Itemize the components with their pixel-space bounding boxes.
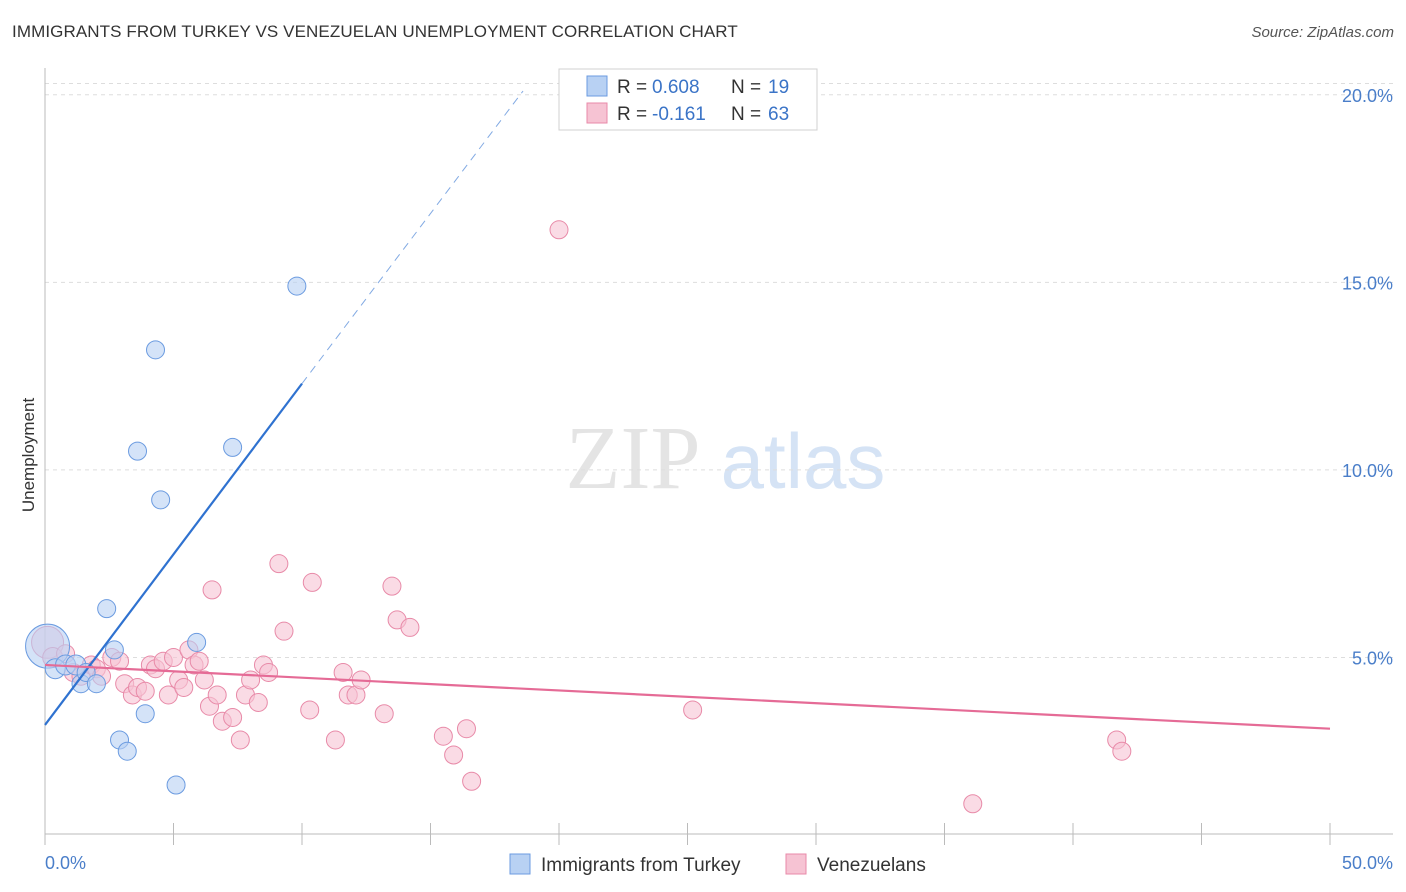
venezuela-points: [31, 220, 1132, 814]
chart-title: IMMIGRANTS FROM TURKEY VS VENEZUELAN UNE…: [12, 22, 738, 41]
legend-n-value-venezuela: 63: [768, 104, 789, 125]
turkey-point[interactable]: [135, 704, 155, 724]
venezuela-point[interactable]: [963, 794, 983, 814]
venezuela-point[interactable]: [259, 662, 279, 682]
turkey-point[interactable]: [86, 674, 106, 694]
turkey-point[interactable]: [151, 490, 171, 510]
legend-swatch-venezuela: [586, 102, 608, 124]
x-tick-label-max: 50.0%: [1342, 853, 1393, 873]
y-axis-label: Unemployment: [19, 398, 38, 513]
turkey-trend-extension: [301, 90, 524, 384]
venezuela-point[interactable]: [241, 670, 261, 690]
venezuela-point[interactable]: [456, 719, 476, 739]
watermark-atlas: atlas: [721, 417, 886, 505]
source-label: Source: ZipAtlas.com: [1251, 24, 1394, 41]
legend-r-value-venezuela: -0.161: [652, 104, 706, 125]
venezuela-point[interactable]: [174, 677, 194, 697]
x-tick-label-min: 0.0%: [45, 853, 86, 873]
legend-swatch-turkey: [586, 75, 608, 97]
venezuela-point[interactable]: [444, 745, 464, 765]
turkey-point[interactable]: [187, 632, 207, 652]
venezuela-point[interactable]: [302, 572, 322, 592]
venezuela-point[interactable]: [325, 730, 345, 750]
venezuela-point[interactable]: [207, 685, 227, 705]
bottom-legend-swatch-turkey[interactable]: [509, 853, 531, 875]
grid: [45, 83, 1393, 658]
venezuela-point[interactable]: [683, 700, 703, 720]
venezuela-point[interactable]: [158, 685, 178, 705]
venezuela-point[interactable]: [333, 662, 353, 682]
legend-n-value-turkey: 19: [768, 77, 789, 98]
y-tick-label: 20.0%: [1342, 86, 1393, 106]
bottom-legend-label-turkey[interactable]: Immigrants from Turkey: [541, 855, 741, 876]
axes: [44, 68, 1393, 835]
bottom-legend-label-venezuela[interactable]: Venezuelans: [817, 855, 926, 876]
venezuela-point[interactable]: [1112, 741, 1132, 761]
legend-r-value-turkey: 0.608: [652, 77, 700, 98]
turkey-point[interactable]: [104, 640, 124, 660]
venezuela-point[interactable]: [135, 681, 155, 701]
watermark-zip: ZIP: [566, 409, 701, 508]
x-ticks: [44, 823, 1331, 845]
trend-lines: [44, 90, 1331, 730]
legend-n-label-venezuela: N =: [731, 104, 761, 125]
y-tick-labels: 5.0% 10.0% 15.0% 20.0%: [1342, 86, 1393, 669]
venezuela-point[interactable]: [274, 621, 294, 641]
venezuela-point[interactable]: [230, 730, 250, 750]
venezuela-point[interactable]: [189, 651, 209, 671]
venezuela-point[interactable]: [164, 647, 183, 667]
correlation-legend: R = 0.608 N = 19 R = -0.161 N = 63: [558, 68, 818, 131]
venezuela-point[interactable]: [382, 576, 402, 596]
legend-n-label-turkey: N =: [731, 77, 761, 98]
venezuela-point[interactable]: [194, 670, 214, 690]
turkey-point[interactable]: [223, 437, 243, 457]
series-legend[interactable]: Immigrants from Turkey Venezuelans: [509, 853, 926, 876]
turkey-point[interactable]: [117, 741, 137, 761]
venezuela-point[interactable]: [248, 692, 268, 712]
y-tick-label: 10.0%: [1342, 461, 1393, 481]
bottom-legend-swatch-venezuela[interactable]: [785, 853, 807, 875]
venezuela-point[interactable]: [549, 220, 569, 240]
y-tick-label: 15.0%: [1342, 273, 1393, 293]
y-tick-label: 5.0%: [1352, 648, 1393, 668]
venezuela-point[interactable]: [269, 554, 289, 574]
venezuela-point[interactable]: [433, 726, 453, 746]
venezuela-trend-line: [44, 663, 1331, 730]
venezuela-point[interactable]: [300, 700, 320, 720]
venezuela-point[interactable]: [374, 704, 394, 724]
legend-r-label-turkey: R =: [617, 77, 647, 98]
turkey-points: [25, 276, 307, 795]
turkey-point[interactable]: [166, 775, 186, 795]
legend-r-label-venezuela: R =: [617, 104, 647, 125]
venezuela-point[interactable]: [462, 771, 482, 791]
turkey-point[interactable]: [287, 276, 307, 296]
watermark: ZIP atlas: [566, 409, 886, 508]
turkey-point[interactable]: [128, 441, 148, 461]
turkey-point[interactable]: [146, 340, 166, 360]
turkey-point[interactable]: [97, 599, 117, 619]
venezuela-point[interactable]: [223, 707, 243, 727]
venezuela-point[interactable]: [202, 580, 222, 600]
venezuela-point[interactable]: [400, 617, 420, 637]
